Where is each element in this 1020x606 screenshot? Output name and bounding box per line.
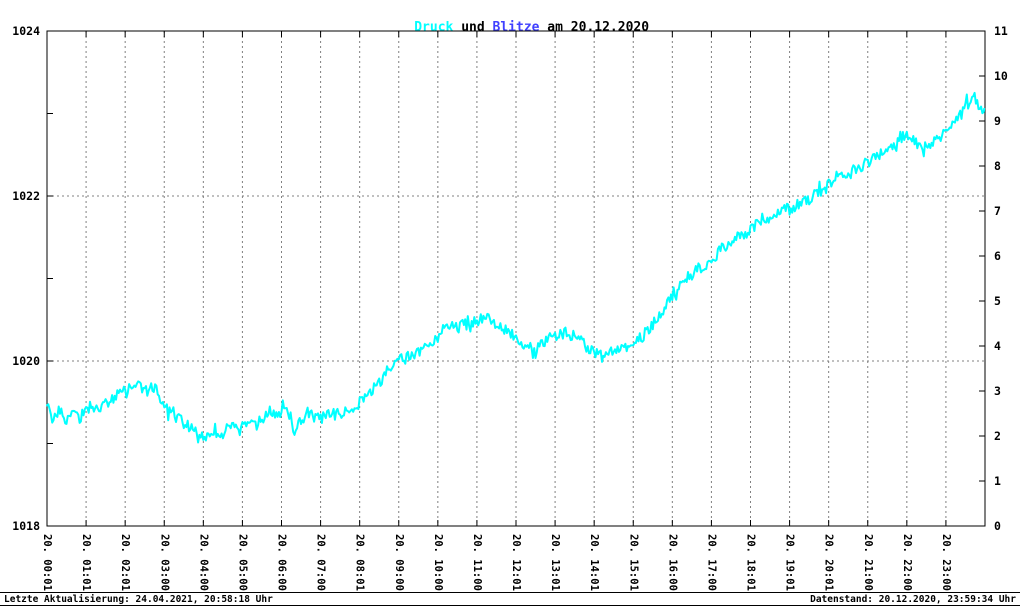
x-tick-label: 20. 22:00 <box>901 534 913 591</box>
x-tick-label-text: 20. 10:00 <box>432 534 444 591</box>
x-tick-label: 20. 19:01 <box>784 534 796 591</box>
x-tick-label-text: 20. 15:01 <box>627 534 639 591</box>
x-tick-label: 20. 09:00 <box>393 534 405 591</box>
x-tick-label: 20. 04:00 <box>197 534 209 591</box>
x-tick-label-text: 20. 14:01 <box>588 534 600 591</box>
x-tick-label-text: 20. 11:00 <box>471 534 483 591</box>
x-tick-label: 20. 05:00 <box>236 534 248 591</box>
y-left-tick-label: 1024 <box>12 24 40 38</box>
x-tick-label-text: 20. 17:00 <box>705 534 717 591</box>
x-tick-label-text: 20. 06:00 <box>276 534 288 591</box>
x-tick-label: 20. 23:00 <box>940 534 952 591</box>
x-tick-label-text: 20. 23:00 <box>940 534 952 591</box>
y-right-tick-label: 10 <box>994 69 1008 83</box>
y-right-tick-label: 2 <box>994 429 1001 443</box>
x-tick-label-text: 20. 01:01 <box>80 534 92 591</box>
x-tick-label: 20. 13:01 <box>549 534 561 591</box>
x-tick-label: 20. 16:00 <box>666 534 678 591</box>
y-right-tick-label: 6 <box>994 249 1001 263</box>
y-right-tick-label: 9 <box>994 114 1001 128</box>
x-tick-label: 20. 20:01 <box>823 534 835 591</box>
x-tick-label: 20. 00:01 <box>41 534 53 591</box>
x-tick-label: 20. 14:01 <box>588 534 600 591</box>
x-tick-label: 20. 12:01 <box>510 534 522 591</box>
y-right-tick-label: 5 <box>994 294 1001 308</box>
y-right-tick-label: 1 <box>994 474 1001 488</box>
x-tick-label-text: 20. 20:01 <box>823 534 835 591</box>
x-tick-label-text: 20. 03:00 <box>158 534 170 591</box>
pressure-lightning-chart: 1018 1020 1022 1024 0 1 2 3 4 5 6 7 8 9 10 11 20. 00:01 2… <box>12 24 1008 591</box>
x-tick-label: 20. 08:01 <box>354 534 366 591</box>
x-tick-label: 20. 11:00 <box>471 534 483 591</box>
x-tick-label-text: 20. 21:00 <box>862 534 874 591</box>
x-tick-label: 20. 03:00 <box>158 534 170 591</box>
footer-data-state: Datenstand: 20.12.2020, 23:59:34 Uhr <box>810 593 1016 605</box>
x-tick-label-text: 20. 05:00 <box>236 534 248 591</box>
x-tick-label: 20. 06:00 <box>276 534 288 591</box>
y-right-tick-label: 0 <box>994 519 1001 533</box>
x-tick-label-text: 20. 00:01 <box>41 534 53 591</box>
x-tick-label-text: 20. 08:01 <box>354 534 366 591</box>
x-tick-label: 20. 15:01 <box>627 534 639 591</box>
druck-series-line <box>46 91 986 444</box>
x-tick-label-text: 20. 02:01 <box>119 534 131 591</box>
x-tick-label-text: 20. 12:01 <box>510 534 522 591</box>
footer-last-update: Letzte Aktualisierung: 24.04.2021, 20:58… <box>4 593 273 605</box>
y-right-tick-label: 7 <box>994 204 1001 218</box>
y-right-tick-label: 4 <box>994 339 1001 353</box>
x-tick-label: 20. 17:00 <box>705 534 717 591</box>
x-tick-label: 20. 07:00 <box>315 534 327 591</box>
y-left-tick-label: 1020 <box>12 354 40 368</box>
y-right-tick-label: 8 <box>994 159 1001 173</box>
x-tick-label-text: 20. 16:00 <box>666 534 678 591</box>
y-left-tick-label: 1018 <box>12 519 40 533</box>
y-right-tick-label: 11 <box>994 24 1008 38</box>
y-right-tick-label: 3 <box>994 384 1001 398</box>
footer-bar: Letzte Aktualisierung: 24.04.2021, 20:58… <box>0 592 1020 606</box>
x-tick-label-text: 20. 19:01 <box>784 534 796 591</box>
x-tick-label: 20. 01:01 <box>80 534 92 591</box>
x-tick-label-text: 20. 22:00 <box>901 534 913 591</box>
x-tick-label-text: 20. 04:00 <box>197 534 209 591</box>
x-tick-label-text: 20. 18:01 <box>745 534 757 591</box>
x-tick-label: 20. 18:01 <box>745 534 757 591</box>
x-tick-label-text: 20. 13:01 <box>549 534 561 591</box>
x-tick-label: 20. 21:00 <box>862 534 874 591</box>
x-tick-label: 20. 10:00 <box>432 534 444 591</box>
x-tick-label-text: 20. 07:00 <box>315 534 327 591</box>
y-left-tick-label: 1022 <box>12 189 40 203</box>
x-tick-label-text: 20. 09:00 <box>393 534 405 591</box>
x-tick-label: 20. 02:01 <box>119 534 131 591</box>
